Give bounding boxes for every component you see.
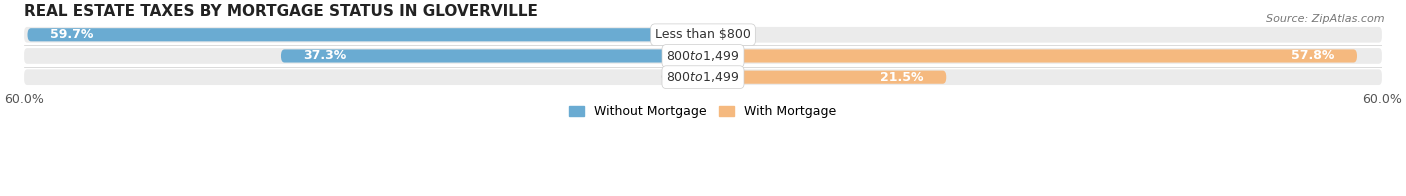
Text: 0.0%: 0.0% [659, 71, 692, 84]
Text: 0.0%: 0.0% [714, 28, 747, 41]
FancyBboxPatch shape [703, 71, 946, 84]
FancyBboxPatch shape [24, 27, 1382, 43]
Text: Less than $800: Less than $800 [655, 28, 751, 41]
Text: $800 to $1,499: $800 to $1,499 [666, 70, 740, 84]
Text: REAL ESTATE TAXES BY MORTGAGE STATUS IN GLOVERVILLE: REAL ESTATE TAXES BY MORTGAGE STATUS IN … [24, 4, 538, 19]
Text: 57.8%: 57.8% [1291, 49, 1334, 63]
Text: $800 to $1,499: $800 to $1,499 [666, 49, 740, 63]
Text: 37.3%: 37.3% [304, 49, 347, 63]
Bar [703, 28, 707, 41]
Text: 21.5%: 21.5% [880, 71, 924, 84]
FancyBboxPatch shape [24, 69, 1382, 85]
FancyBboxPatch shape [24, 48, 1382, 64]
Bar [699, 71, 703, 84]
Text: Source: ZipAtlas.com: Source: ZipAtlas.com [1267, 14, 1385, 24]
FancyBboxPatch shape [703, 49, 1357, 63]
FancyBboxPatch shape [28, 28, 703, 41]
Text: 59.7%: 59.7% [51, 28, 94, 41]
Legend: Without Mortgage, With Mortgage: Without Mortgage, With Mortgage [564, 100, 842, 123]
FancyBboxPatch shape [281, 49, 703, 63]
